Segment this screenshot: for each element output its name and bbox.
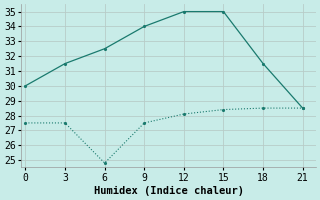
X-axis label: Humidex (Indice chaleur): Humidex (Indice chaleur) (94, 186, 244, 196)
